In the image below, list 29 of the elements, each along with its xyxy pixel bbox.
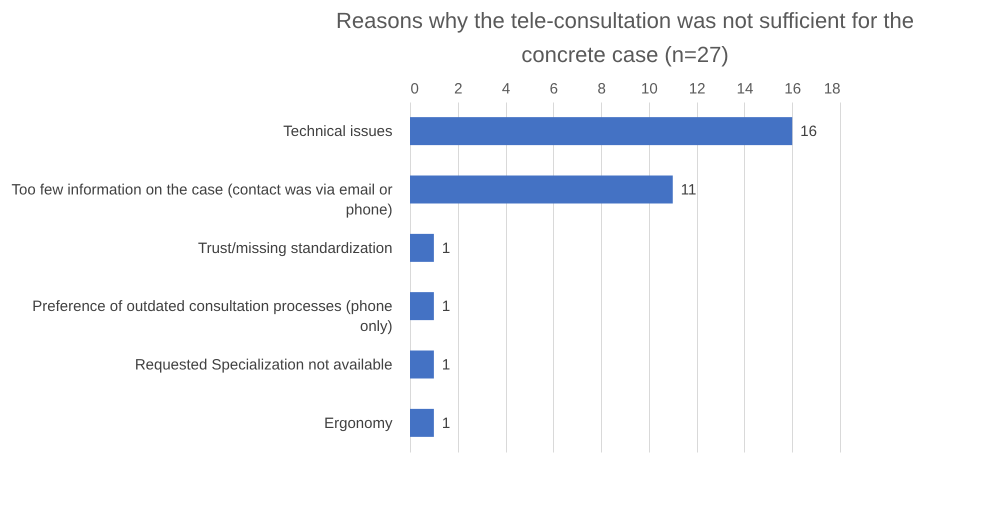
y-tick-label: Ergonomy	[324, 414, 393, 432]
data-label: 16	[800, 123, 817, 140]
data-label: 1	[442, 414, 450, 432]
x-tick-label: 8	[597, 80, 606, 98]
y-tick-label: Trust/missing standardization	[198, 240, 392, 257]
x-tick-label: 2	[454, 80, 462, 98]
x-tick-label: 16	[784, 80, 802, 98]
bar	[410, 350, 434, 378]
x-tick-label: 18	[824, 80, 840, 98]
bar	[410, 292, 434, 320]
y-tick-label: Preference of outdated consultation processes (phone only)	[32, 298, 392, 336]
bar	[410, 234, 434, 262]
x-tick-label: 6	[550, 80, 558, 98]
x-tick-label: 4	[502, 80, 510, 98]
data-label: 1	[442, 298, 450, 316]
x-tick-label: 14	[736, 80, 754, 98]
x-tick-label: 12	[688, 80, 706, 98]
bar	[410, 176, 673, 204]
x-tick-label: 10	[641, 80, 658, 98]
y-tick-label: Technical issues	[283, 123, 392, 140]
data-label: 1	[442, 356, 450, 374]
data-label: 11	[680, 182, 696, 198]
bar	[410, 117, 792, 146]
bar	[410, 408, 434, 437]
chart-title: Reasons why the tele-consultation was not sufficient for the concrete case (n=27)	[336, 8, 914, 67]
y-tick-label: Requested Specialization not available	[134, 356, 392, 374]
data-label: 1	[442, 240, 450, 257]
y-tick-label: Too few information on the case (contact was via email or phone)	[11, 182, 392, 218]
x-tick-label: 0	[410, 80, 419, 98]
